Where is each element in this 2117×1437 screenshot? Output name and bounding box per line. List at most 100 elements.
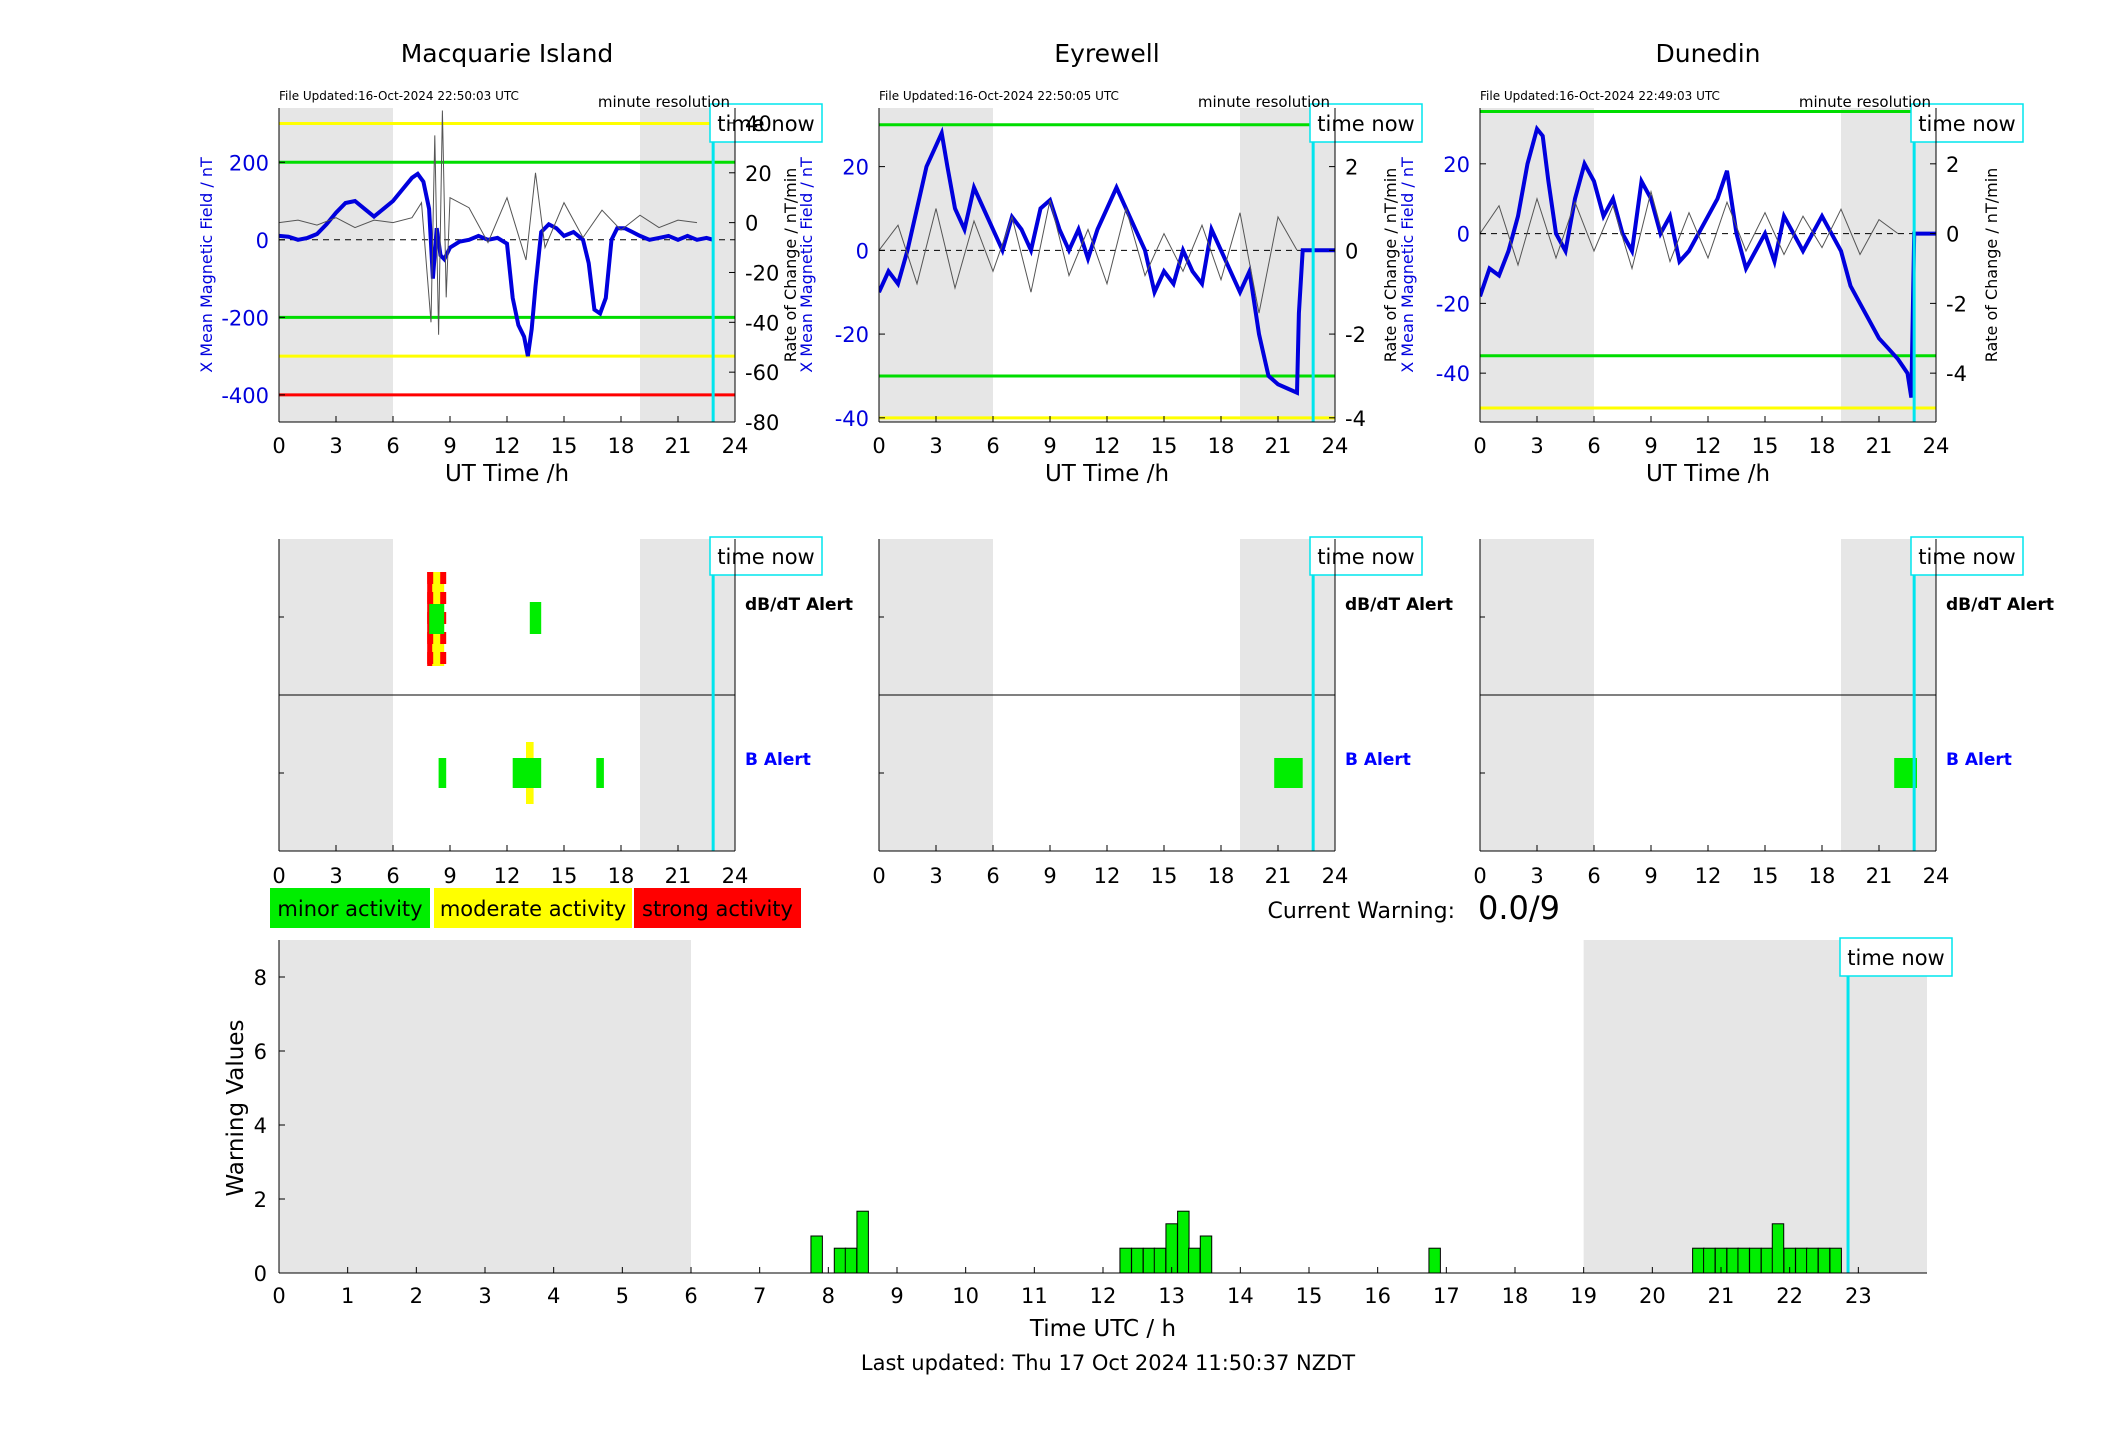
x-tick-label: 6: [1587, 434, 1600, 458]
x-tick-label: 6: [986, 864, 999, 888]
y-tick-label-left: 200: [229, 151, 269, 175]
warning-bar: [1428, 1247, 1441, 1274]
b-alert-minor: [512, 758, 542, 788]
warning-bar: [833, 1247, 847, 1274]
time-now-label: time now: [717, 545, 814, 569]
dbdt-alert-minor: [529, 602, 542, 634]
warning-bar: [1165, 1223, 1178, 1274]
time-now-label: time now: [1847, 946, 1944, 970]
y-tick-label: 2: [254, 1188, 267, 1212]
x-tick-label: 3: [1530, 864, 1543, 888]
x-tick-label: 14: [1227, 1284, 1254, 1308]
y-tick-label: 0: [254, 1262, 267, 1286]
x-tick-label: 3: [929, 434, 942, 458]
x-tick-label: 12: [1094, 434, 1121, 458]
warning-panel: Current Warning: 0.0/9: [1268, 889, 1561, 927]
rate-of-change-line: [279, 110, 698, 335]
x-tick-label: 4: [547, 1284, 560, 1308]
x-tick-label: 15: [1296, 1284, 1323, 1308]
resolution-note: minute resolution: [1799, 93, 1931, 111]
x-axis-label: UT Time /h: [1646, 461, 1770, 487]
b-alert-minor: [1274, 758, 1303, 788]
x-tick-label: 6: [386, 434, 399, 458]
warning-bar: [1817, 1247, 1831, 1274]
x-tick-label: 21: [1866, 434, 1893, 458]
warning-bar: [1771, 1223, 1785, 1274]
x-axis-label: UT Time /h: [445, 461, 569, 487]
y-tick-label-left: -20: [835, 323, 869, 347]
warning-bar: [1119, 1247, 1132, 1274]
night-shading: [279, 940, 691, 1273]
y-tick-label-left: 20: [1443, 153, 1470, 177]
y-tick-label-right: -60: [745, 361, 779, 385]
y-tick-label-right: -20: [745, 261, 779, 285]
time-now-label: time now: [1918, 112, 2015, 136]
x-tick-label: 3: [329, 434, 342, 458]
y-axis-label-left: X Mean Magnetic Field / nT: [1398, 157, 1417, 373]
x-tick-label: 9: [1644, 434, 1657, 458]
y-tick-label-left: 0: [1457, 223, 1470, 247]
resolution-note: minute resolution: [598, 93, 730, 111]
x-tick-label: 9: [1043, 434, 1056, 458]
warning-bar: [1749, 1247, 1762, 1274]
x-tick-label: 18: [608, 434, 635, 458]
legend-label: moderate activity: [440, 897, 626, 921]
x-tick-label: 12: [1090, 1284, 1117, 1308]
alert-panel-macquarie-island: time now 0 3 6 9 12 15 18 21 24 dB/dT Alert B Alert: [272, 536, 853, 888]
warning-bar: [1703, 1247, 1716, 1274]
x-tick-label: 22: [1776, 1284, 1803, 1308]
activity-legend: minor activity moderate activity strong ac…: [270, 888, 801, 928]
b-alert-minor: [438, 758, 447, 788]
x-tick-label: 21: [1265, 434, 1292, 458]
x-tick-label: 2: [410, 1284, 423, 1308]
x-tick-label: 6: [386, 864, 399, 888]
night-shading: [279, 108, 393, 422]
x-tick-label: 12: [494, 434, 521, 458]
time-now-box: [709, 536, 823, 576]
time-now-box: [1309, 536, 1423, 576]
file-updated: File Updated:16-Oct-2024 22:49:03 UTC: [1480, 89, 1720, 103]
legend-swatch: [270, 888, 430, 928]
warning-bar: [1795, 1247, 1808, 1274]
current-warning-label: Current Warning:: [1268, 899, 1455, 924]
x-tick-label: 0: [1473, 434, 1486, 458]
x-tick-label: 3: [1530, 434, 1543, 458]
x-tick-label: 15: [551, 434, 578, 458]
y-tick-label-right: 0: [1345, 239, 1358, 263]
alert-panel-eyrewell: time now 0 3 6 9 12 15 18 21 24 dB/dT Alert B Alert: [872, 536, 1453, 888]
x-tick-label: 9: [443, 864, 456, 888]
x-tick-label: 23: [1845, 1284, 1872, 1308]
mean-field-line: [1480, 124, 1936, 398]
x-tick-label: 9: [1644, 864, 1657, 888]
mean-field-line: [879, 126, 1335, 396]
x-tick-label: 24: [1923, 434, 1950, 458]
x-tick-label: 5: [616, 1284, 629, 1308]
x-tick-label: 3: [929, 864, 942, 888]
time-now-label: time now: [1317, 545, 1414, 569]
x-tick-label: 12: [494, 864, 521, 888]
x-tick-label: 15: [1151, 864, 1178, 888]
x-tick-label: 3: [329, 864, 342, 888]
y-tick-label-left: -400: [221, 384, 269, 408]
x-tick-label: 19: [1570, 1284, 1597, 1308]
warning-bar: [1131, 1247, 1144, 1274]
b-alert-label: B Alert: [745, 750, 811, 770]
time-now-label: time now: [1918, 545, 2015, 569]
legend-minor-activity: minor activity: [270, 888, 430, 928]
y-tick-label-right: 0: [745, 212, 758, 236]
resolution-note: minute resolution: [1198, 93, 1330, 111]
x-tick-label: 15: [1752, 434, 1779, 458]
x-tick-label: 3: [478, 1284, 491, 1308]
y-tick-label-left: -200: [221, 306, 269, 330]
rate-of-change-line: [1480, 189, 1899, 271]
warning-bar: [1188, 1247, 1201, 1274]
b-alert-label: B Alert: [1946, 750, 2012, 770]
x-tick-label: 0: [872, 434, 885, 458]
alert-panels: time now 0 3 6 9 12 15 18 21 24 dB/dT Alert B Alert…: [272, 536, 2054, 888]
time-now-box: [1910, 536, 2024, 576]
dbdt-alert-label: dB/dT Alert: [745, 595, 853, 615]
x-tick-label: 0: [872, 864, 885, 888]
